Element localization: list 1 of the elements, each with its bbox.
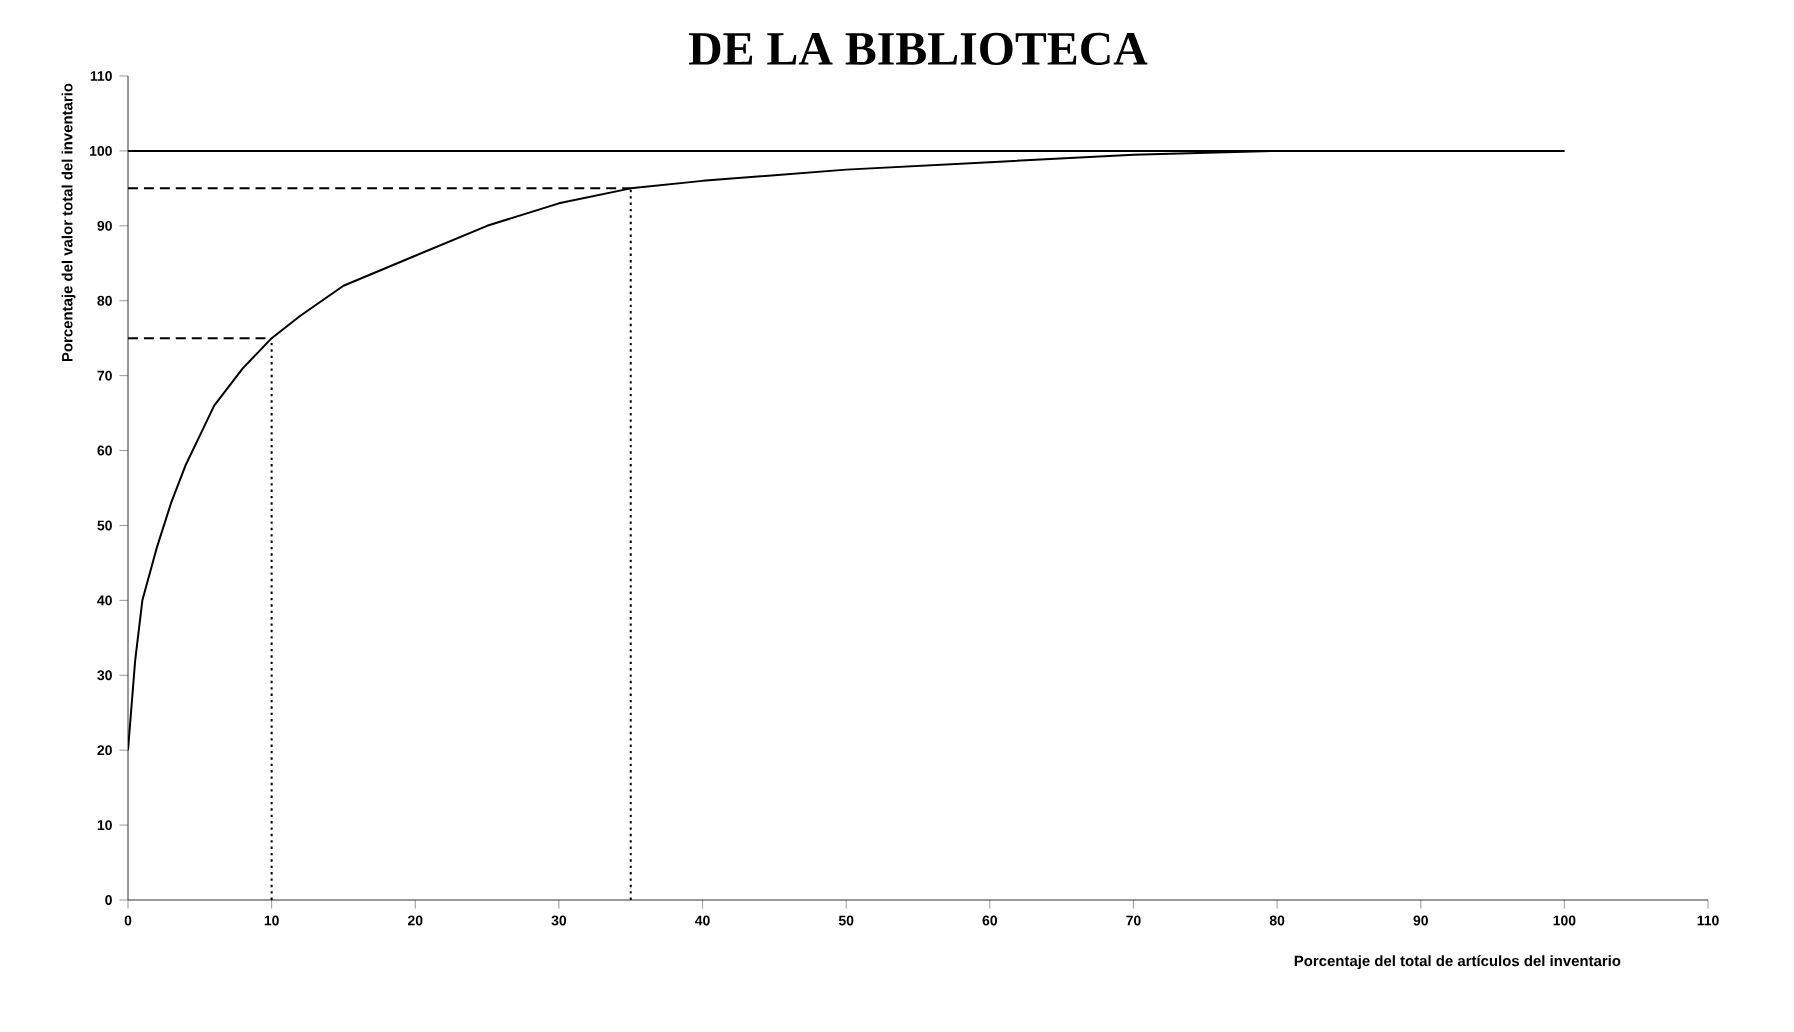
chart-title: DE LA BIBLIOTECA bbox=[688, 32, 1148, 65]
